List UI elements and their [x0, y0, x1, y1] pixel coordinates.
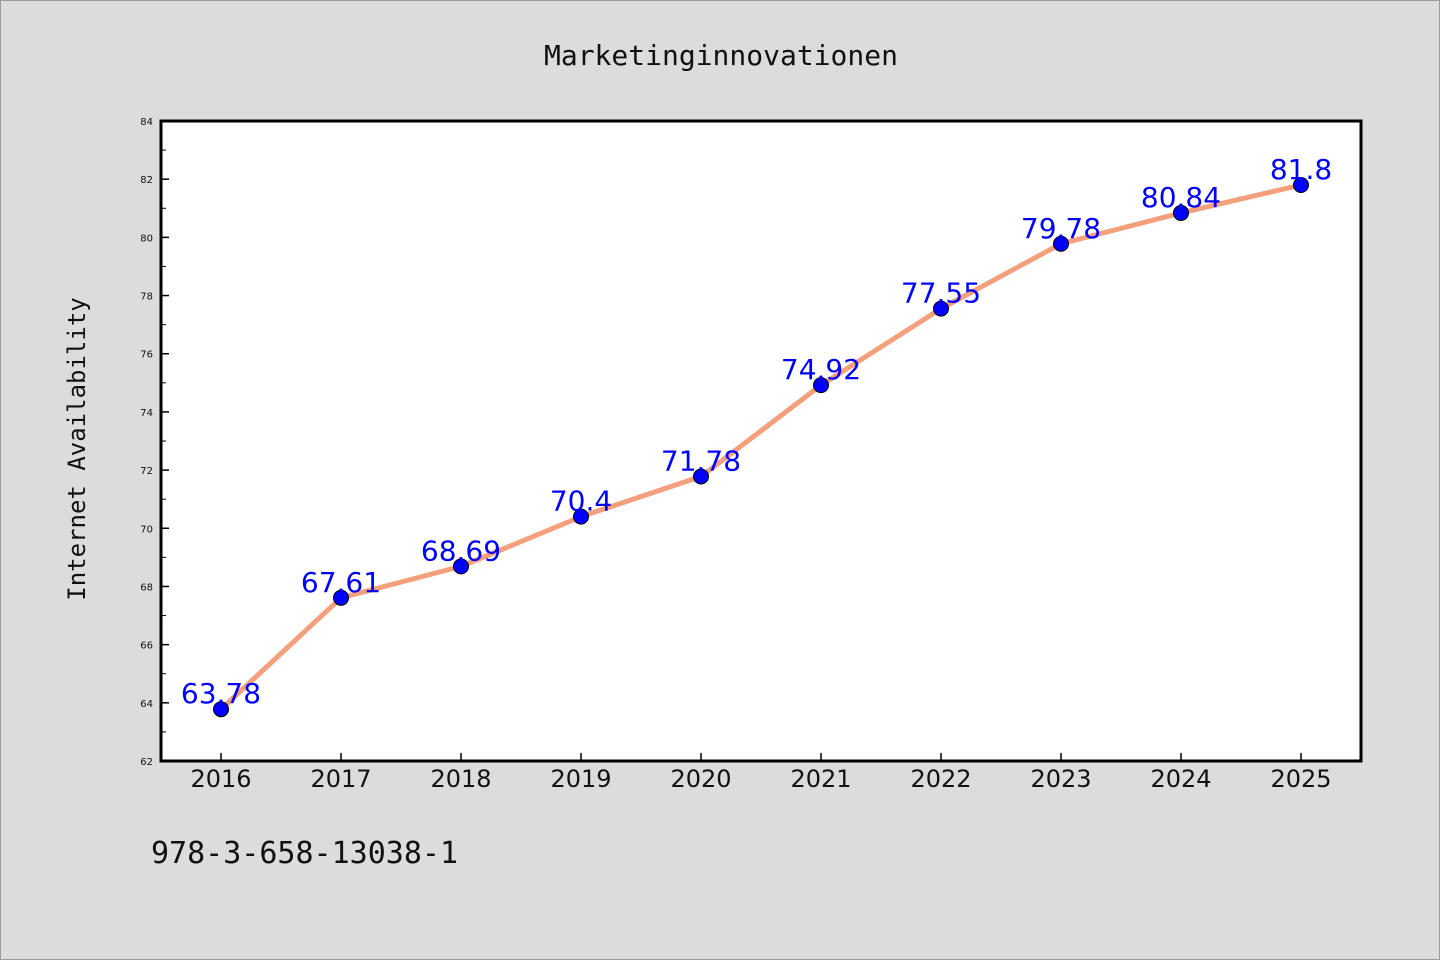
data-label: 71.78: [661, 444, 741, 477]
data-labels: 63.78 67.61 68.69 70.4 71.78 74.92 77.55 79.78 8…: [181, 153, 1332, 710]
x-axis: 2016 2017 2018 2019 2020 2021 2022 2023 2024 2025: [190, 753, 1332, 793]
chart-title: Marketinginnovationen: [544, 39, 898, 72]
x-tick-label: 2025: [1270, 765, 1331, 793]
x-tick-label: 2017: [310, 765, 371, 793]
data-label: 81.8: [1270, 153, 1332, 186]
data-point: [573, 508, 589, 525]
x-tick-label: 2023: [1030, 765, 1091, 793]
y-tick-label: 84: [140, 117, 153, 128]
y-tick-label: 66: [140, 641, 153, 652]
y-axis: 62 64 66 68 70 72 74 76 78 80 82 84: [140, 117, 169, 768]
data-point: [453, 558, 469, 575]
x-tick-label: 2019: [550, 765, 611, 793]
x-tick-label: 2021: [790, 765, 851, 793]
data-label: 68.69: [421, 534, 501, 567]
y-tick-label: 68: [140, 582, 153, 593]
y-tick-label: 72: [140, 466, 153, 477]
y-tick-label: 74: [140, 408, 153, 419]
y-tick-label: 78: [140, 292, 153, 303]
plot-area: [159, 119, 1363, 763]
data-point: [933, 300, 949, 317]
series-line: [218, 182, 1304, 712]
x-tick-label: 2022: [910, 765, 971, 793]
x-tick-label: 2024: [1150, 765, 1211, 793]
x-tick-label: 2018: [430, 765, 491, 793]
y-tick-label: 80: [140, 233, 153, 244]
data-point: [1053, 235, 1069, 252]
data-label: 77.55: [901, 277, 981, 310]
footer-code: 978-3-658-13038-1: [151, 836, 459, 871]
data-label: 80.84: [1141, 181, 1221, 214]
data-label: 70.4: [550, 485, 612, 518]
data-label: 63.78: [181, 677, 261, 710]
data-label: 74.92: [781, 353, 861, 386]
data-point: [1293, 177, 1309, 193]
data-label: 79.78: [1021, 212, 1101, 245]
y-axis-label: Internet Availability: [63, 297, 91, 600]
data-label: 67.61: [301, 566, 381, 599]
y-tick-label: 62: [140, 757, 153, 768]
data-point: [1173, 204, 1189, 221]
y-tick-label: 82: [140, 175, 153, 186]
y-tick-label: 70: [140, 524, 153, 535]
data-point: [213, 701, 229, 718]
data-point: [333, 589, 349, 606]
data-point: [813, 377, 829, 394]
x-tick-label: 2020: [670, 765, 731, 793]
x-tick-label: 2016: [190, 765, 251, 793]
y-tick-label: 76: [140, 350, 153, 361]
data-points: [213, 177, 1309, 718]
data-point: [693, 468, 709, 485]
y-tick-label: 64: [140, 699, 153, 710]
